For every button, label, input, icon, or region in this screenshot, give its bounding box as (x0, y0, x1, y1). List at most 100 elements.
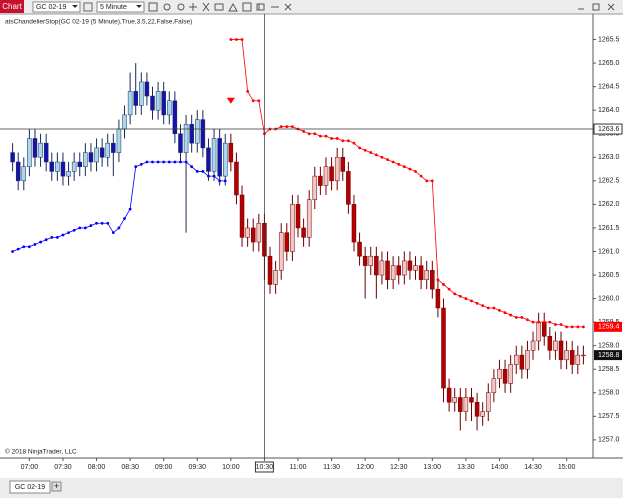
icon[interactable] (228, 2, 238, 12)
stop-dot (173, 160, 177, 164)
instrument-tab[interactable] (9, 480, 51, 494)
y-tick-label: 1265.5 (598, 36, 620, 43)
interval-dropdown[interactable] (96, 1, 145, 13)
candle-body (217, 138, 222, 177)
icon[interactable] (177, 3, 185, 11)
y-tick-label: 1263.0 (598, 154, 620, 161)
candle-body (206, 147, 211, 172)
y-tick-label: 1262.0 (598, 201, 620, 208)
x-tick-label: 14:00 (491, 464, 509, 471)
icon[interactable] (284, 3, 292, 11)
candle-body (441, 307, 446, 389)
candle-body (211, 138, 217, 172)
chart-tab[interactable] (0, 0, 24, 13)
stop-dot (425, 179, 429, 183)
instrument-dropdown[interactable] (32, 1, 81, 13)
add-tab[interactable] (51, 481, 62, 492)
stop-dot (442, 283, 445, 286)
y-tick-label: 1257.0 (598, 437, 620, 444)
dropdown-arrow (72, 5, 78, 8)
icon[interactable] (256, 3, 265, 11)
candle-body (435, 288, 441, 309)
last-stop-label: 1259.4 (598, 324, 620, 331)
candle-body (267, 255, 273, 285)
stop-dot (156, 160, 160, 164)
candle-body (94, 147, 99, 163)
crosshair-price-label: 1263.6 (598, 126, 620, 133)
candle-body (88, 152, 94, 163)
crosshair-time-box (254, 461, 274, 473)
stop-line (230, 39, 584, 328)
candle-body (402, 260, 407, 276)
candle-body (49, 161, 55, 172)
crosshair-price-box (593, 123, 623, 135)
candle-body (66, 171, 71, 177)
candle-body (133, 91, 138, 106)
stop-dot (514, 316, 518, 319)
last-price-label: 1258.8 (598, 352, 620, 359)
stop-dot (291, 125, 294, 129)
instrument-tab-label[interactable]: GC 02-19 (15, 484, 45, 491)
search-button[interactable] (83, 2, 93, 12)
stop-dot (78, 226, 82, 230)
add-tab-label[interactable]: + (54, 481, 59, 491)
stop-dot (363, 148, 367, 152)
candle-body (278, 232, 284, 271)
toolbar (0, 0, 623, 14)
stop-dot (44, 238, 48, 242)
stop-dot (207, 174, 210, 178)
candle-body (195, 119, 200, 144)
stop-dot (229, 38, 233, 41)
y-tick-label: 1260.0 (598, 295, 620, 302)
interval-label[interactable]: 5 Minute (100, 4, 127, 11)
candle-body (385, 260, 390, 280)
stop-dot (11, 250, 14, 253)
candle-body (346, 171, 351, 205)
candle-body (323, 166, 329, 186)
x-tick-label: 08:00 (88, 464, 106, 471)
icon[interactable] (163, 3, 171, 11)
icon[interactable] (202, 2, 210, 12)
x-tick-label: 10:00 (222, 464, 240, 471)
stop-dot (27, 245, 31, 249)
candle-body (390, 265, 396, 280)
candle-body (430, 270, 435, 290)
chart-tab-label[interactable]: Chart (2, 2, 22, 11)
stop-dot (470, 299, 473, 303)
candle-body (77, 161, 82, 167)
stop-dot (447, 287, 451, 291)
y-tick-label: 1257.5 (598, 413, 620, 420)
sell-signal (226, 97, 235, 104)
candle-body (155, 91, 161, 111)
candle-body (424, 270, 429, 280)
stop-dot (509, 313, 513, 317)
icon[interactable] (242, 2, 252, 12)
icon[interactable] (214, 3, 224, 11)
instrument-label[interactable]: GC 02-19 (36, 4, 66, 11)
stop-dot (279, 125, 283, 129)
stop-dot (212, 174, 216, 178)
candle-body (167, 100, 172, 116)
stop-dot (576, 325, 580, 329)
candle-body (228, 142, 234, 163)
candle-body (55, 161, 60, 172)
stop-dot (318, 134, 322, 138)
candle-body (71, 161, 77, 172)
candle-body (99, 147, 105, 158)
x-tick-label: 14:30 (524, 464, 542, 471)
y-tick-label: 1260.5 (598, 272, 620, 279)
icon[interactable] (148, 2, 158, 12)
stop-dot (285, 125, 289, 129)
icon[interactable] (189, 3, 197, 11)
x-tick-label: 12:30 (390, 464, 408, 471)
candle-body (547, 336, 553, 351)
candle-body (379, 260, 385, 276)
stop-dot (369, 151, 373, 154)
maximize[interactable] (592, 3, 600, 11)
candle-body (38, 142, 43, 158)
stop-dot (257, 99, 261, 103)
candle-body (569, 350, 575, 365)
close[interactable] (607, 3, 615, 11)
